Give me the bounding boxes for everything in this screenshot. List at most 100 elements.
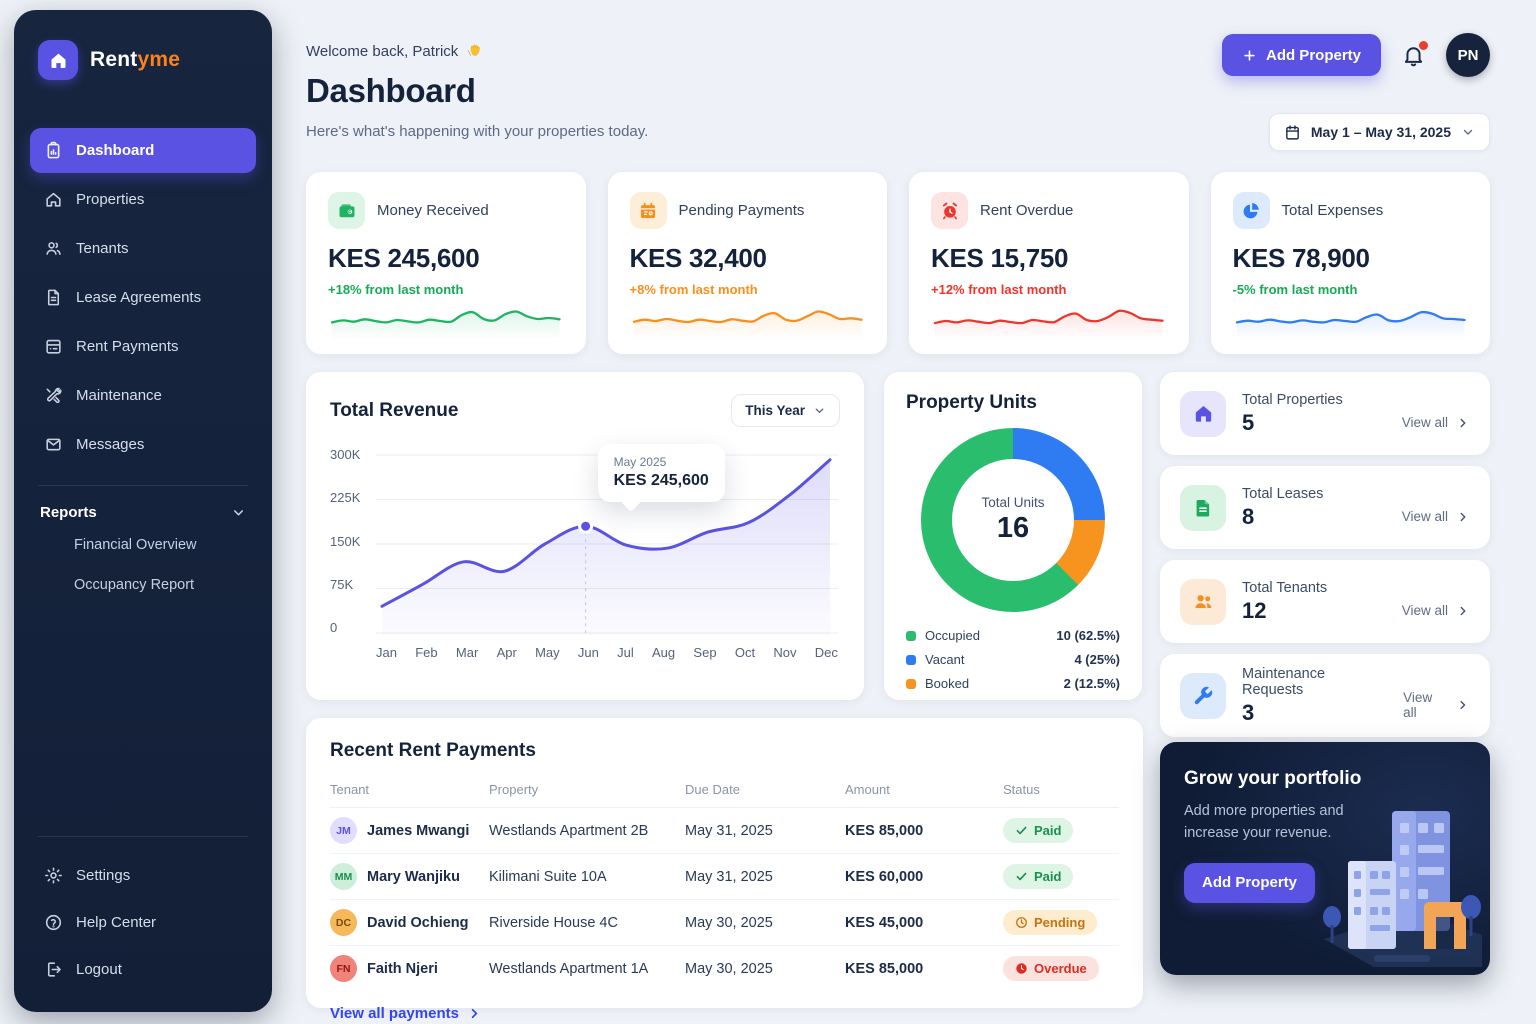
gear-icon <box>45 867 62 884</box>
chevron-right-icon <box>1460 700 1466 709</box>
header-actions: Add Property PN <box>1221 33 1490 77</box>
brand-house-icon <box>38 40 78 80</box>
sidebar-item-help-center[interactable]: Help Center <box>30 900 256 945</box>
tools-icon <box>46 387 62 404</box>
sidebar-item-messages[interactable]: Messages <box>30 422 256 467</box>
stat-value: KES 15,750 <box>931 243 1069 273</box>
sidebar-item-label: Properties <box>76 191 145 208</box>
summary-card-total-properties: Total Properties 5 View all <box>1160 372 1490 455</box>
avatar: JM <box>330 817 357 844</box>
page-subtitle: Here's what's happening with your proper… <box>306 123 649 140</box>
summary-card-total-leases: Total Leases 8 View all <box>1160 466 1490 549</box>
summary-value: 8 <box>1242 503 1255 529</box>
envelope-icon <box>46 438 61 451</box>
legend-item-booked: Booked 2 (12.5%) <box>906 676 1120 691</box>
table-row: JM James Mwangi Westlands Apartment 2B May… <box>330 807 1119 854</box>
stat-card-pending-payments: Pending Payments KES 32,400 +8% from las… <box>607 172 887 354</box>
waving-hand-icon <box>468 44 481 56</box>
sidebar-item-label: Dashboard <box>76 142 155 159</box>
wrench-icon <box>1180 672 1226 719</box>
sidebar-item-label: Tenants <box>76 240 129 257</box>
revenue-chart-title: Total Revenue <box>330 399 459 421</box>
column-header-due-date: Due Date <box>685 774 845 808</box>
alarm-clock-icon <box>931 192 968 229</box>
sparkline-chart <box>933 309 1164 340</box>
revenue-line-chart[interactable]: May 2025 KES 245,600 <box>376 444 838 635</box>
add-property-button[interactable]: Add Property <box>1221 34 1381 76</box>
date-range-picker[interactable]: May 1 – May 31, 2025 <box>1268 113 1490 151</box>
revenue-range-select[interactable]: This Year <box>731 394 840 427</box>
stat-delta: +18% from last month <box>328 282 464 297</box>
chevron-right-icon <box>471 1008 478 1019</box>
sidebar-section-reports[interactable]: Reports <box>30 500 256 525</box>
view-all-link[interactable]: View all <box>1402 415 1470 430</box>
house-icon <box>1180 390 1226 437</box>
logout-icon <box>47 962 61 977</box>
reports-label: Reports <box>40 504 97 521</box>
chevron-down-icon <box>815 408 824 414</box>
status-badge: Pending <box>1003 910 1098 935</box>
total-revenue-card: Total Revenue This Year 300K 225K 150K 75K 0… <box>306 372 864 700</box>
summary-value: 12 <box>1242 597 1267 623</box>
sidebar-item-tenants[interactable]: Tenants <box>30 226 256 271</box>
view-all-payments-link[interactable]: View all payments <box>330 1005 1119 1022</box>
main-nav: Dashboard Properties Tenants Lease Agree… <box>30 128 256 467</box>
table-row: FN Faith Njeri Westlands Apartment 1A May … <box>330 946 1119 992</box>
payment-card-icon <box>46 339 61 354</box>
status-badge: Paid <box>1003 864 1074 889</box>
divider <box>38 836 248 837</box>
stat-card-total-expenses: Total Expenses KES 78,900 -5% from last … <box>1210 172 1490 354</box>
sidebar-item-properties[interactable]: Properties <box>30 177 256 222</box>
sidebar-item-maintenance[interactable]: Maintenance <box>30 373 256 418</box>
summary-value: 3 <box>1242 699 1255 725</box>
avatar: MM <box>330 863 357 890</box>
stat-value: KES 32,400 <box>629 243 768 273</box>
table-row: DC David Ochieng Riverside House 4C May 30… <box>330 899 1119 946</box>
sidebar-item-dashboard[interactable]: Dashboard <box>30 128 256 173</box>
sidebar: Rentyme Dashboard Properties Tenants Lea… <box>14 10 272 1012</box>
divider <box>38 485 248 486</box>
stat-value: KES 245,600 <box>328 243 480 273</box>
notifications-bell[interactable] <box>1401 40 1428 68</box>
sidebar-item-label: Settings <box>76 867 131 884</box>
promo-body: Add more properties and increase your re… <box>1184 803 1344 842</box>
column-header-property: Property <box>489 774 685 808</box>
summary-cards-column: Total Properties 5 View all Total Leases 8… <box>1160 372 1490 737</box>
view-all-link[interactable]: View all <box>1402 603 1470 618</box>
sidebar-item-financial-overview[interactable]: Financial Overview <box>74 537 197 553</box>
brand-name: Rentyme <box>90 48 181 71</box>
sidebar-item-label: Logout <box>76 961 122 978</box>
stat-label: Rent Overdue <box>980 202 1074 219</box>
document-icon <box>47 289 60 306</box>
notification-badge <box>1419 40 1428 50</box>
view-all-link[interactable]: View all <box>1403 690 1470 720</box>
sidebar-item-logout[interactable]: Logout <box>30 947 256 992</box>
summary-label: Total Properties <box>1242 391 1343 408</box>
sidebar-item-label: Rent Payments <box>76 338 179 355</box>
sparkline-chart <box>330 310 561 340</box>
y-axis-labels: 300K 225K 150K 75K 0 <box>330 447 361 635</box>
calendar-icon <box>1286 124 1299 140</box>
property-units-card: Property Units Total Units 16 Occupied 10… <box>884 372 1142 700</box>
sidebar-item-lease-agreements[interactable]: Lease Agreements <box>30 275 256 320</box>
sidebar-item-occupancy-report[interactable]: Occupancy Report <box>74 577 195 593</box>
donut-center-value: 16 <box>996 512 1030 544</box>
pie-chart-icon <box>1232 192 1270 229</box>
lease-document-icon <box>1180 484 1226 531</box>
sidebar-item-rent-payments[interactable]: Rent Payments <box>30 324 256 369</box>
summary-label: Total Leases <box>1242 485 1324 502</box>
sidebar-item-settings[interactable]: Settings <box>30 853 256 898</box>
promo-title: Grow your portfolio <box>1184 768 1362 789</box>
user-avatar[interactable]: PN <box>1446 33 1490 77</box>
sidebar-item-label: Help Center <box>76 914 157 931</box>
promo-add-property-button[interactable]: Add Property <box>1184 862 1316 903</box>
column-header-status: Status <box>1003 774 1119 808</box>
chevron-down-icon <box>234 510 243 516</box>
view-all-link[interactable]: View all <box>1402 509 1470 524</box>
grow-portfolio-card: Grow your portfolio Add more properties … <box>1160 742 1490 975</box>
wallet-icon <box>328 192 365 229</box>
people-icon <box>1180 578 1226 625</box>
x-axis-labels: Jan Feb Mar Apr May Jun Jul Aug Sep Oct Nov Dec <box>376 645 838 660</box>
sparkline-chart <box>632 310 863 340</box>
